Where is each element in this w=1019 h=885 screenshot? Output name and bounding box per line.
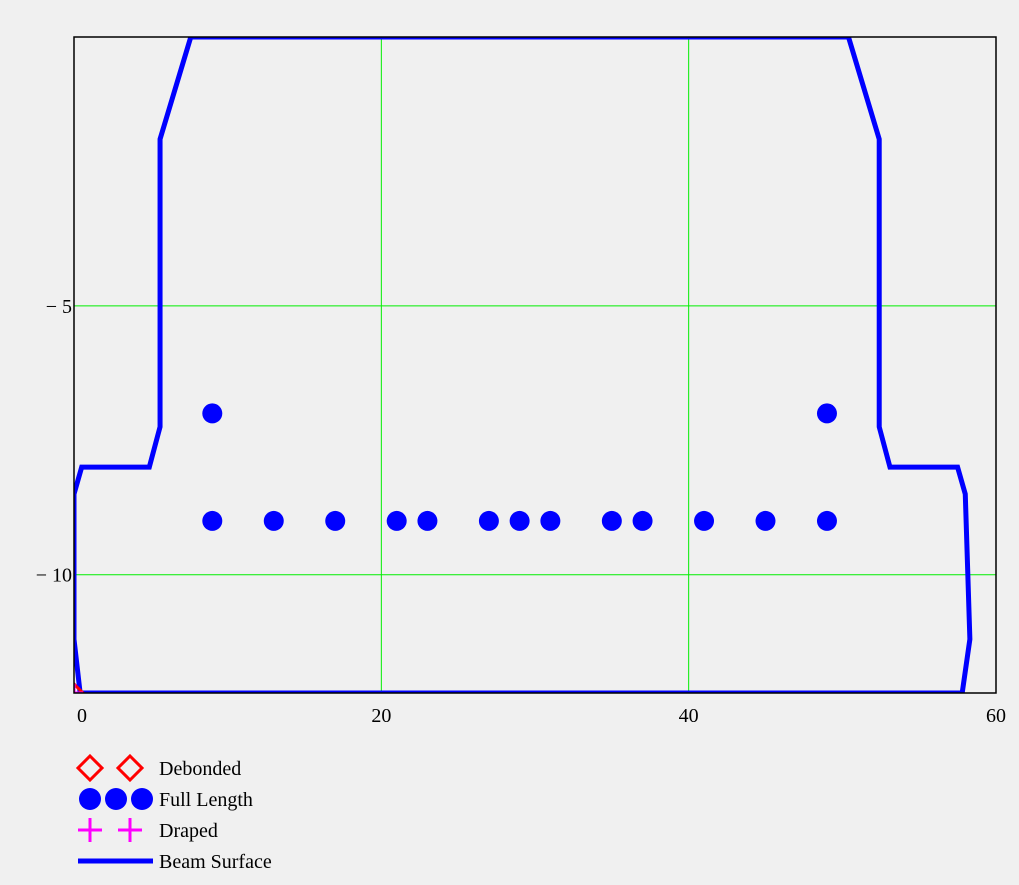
full-length-strand-point [79,788,101,810]
legend-entry: Full Length [79,788,253,811]
full-length-strand-point [417,510,438,531]
legend-label: Draped [159,820,218,842]
x-tick-label: 0 [77,705,87,727]
legend-entry: Debonded [75,753,241,783]
legend-label: Debonded [159,758,241,780]
full-length-strand-point [816,510,837,531]
full-length-strand-point [509,510,530,531]
debonded-strand-point [75,753,105,783]
grid-layer [74,37,996,693]
y-tick-label: − 10 [36,565,72,587]
full-length-strand-point [202,403,223,424]
full-length-strand-point [202,510,223,531]
full-length-strand-point [632,510,653,531]
full-length-strand-point [105,788,127,810]
x-tick-label: 60 [986,705,1006,727]
legend-entry: Beam Surface [78,851,272,873]
y-tick-label: − 5 [46,296,72,318]
legend-label: Full Length [159,789,253,811]
full-length-strand-point [325,510,346,531]
legend-entry: Draped [78,818,218,842]
full-length-strand-point [755,510,776,531]
full-length-strand-point [540,510,561,531]
legend: Debonded Full Length Draped Beam Surface [75,753,272,873]
full-length-strand-point [263,510,284,531]
full-length-strand-point [694,510,715,531]
draped-strand-point [78,818,102,842]
x-tick-label: 40 [679,705,699,727]
legend-label: Beam Surface [159,851,272,873]
beam-surface-line [74,37,973,693]
plot-frame [73,36,997,694]
full-length-strand-point [478,510,499,531]
full-length-strand-point [386,510,407,531]
debonded-strand-point [74,681,86,693]
full-length-strand-point [131,788,153,810]
x-tick-label: 20 [371,705,391,727]
full-length-strand-point [601,510,622,531]
tick-layer: 0 20 40 60 − 5 − 10 [36,296,1006,727]
series-layer [74,37,973,693]
debonded-strand-point [115,753,145,783]
draped-strand-point [118,818,142,842]
full-length-strand-point [816,403,837,424]
